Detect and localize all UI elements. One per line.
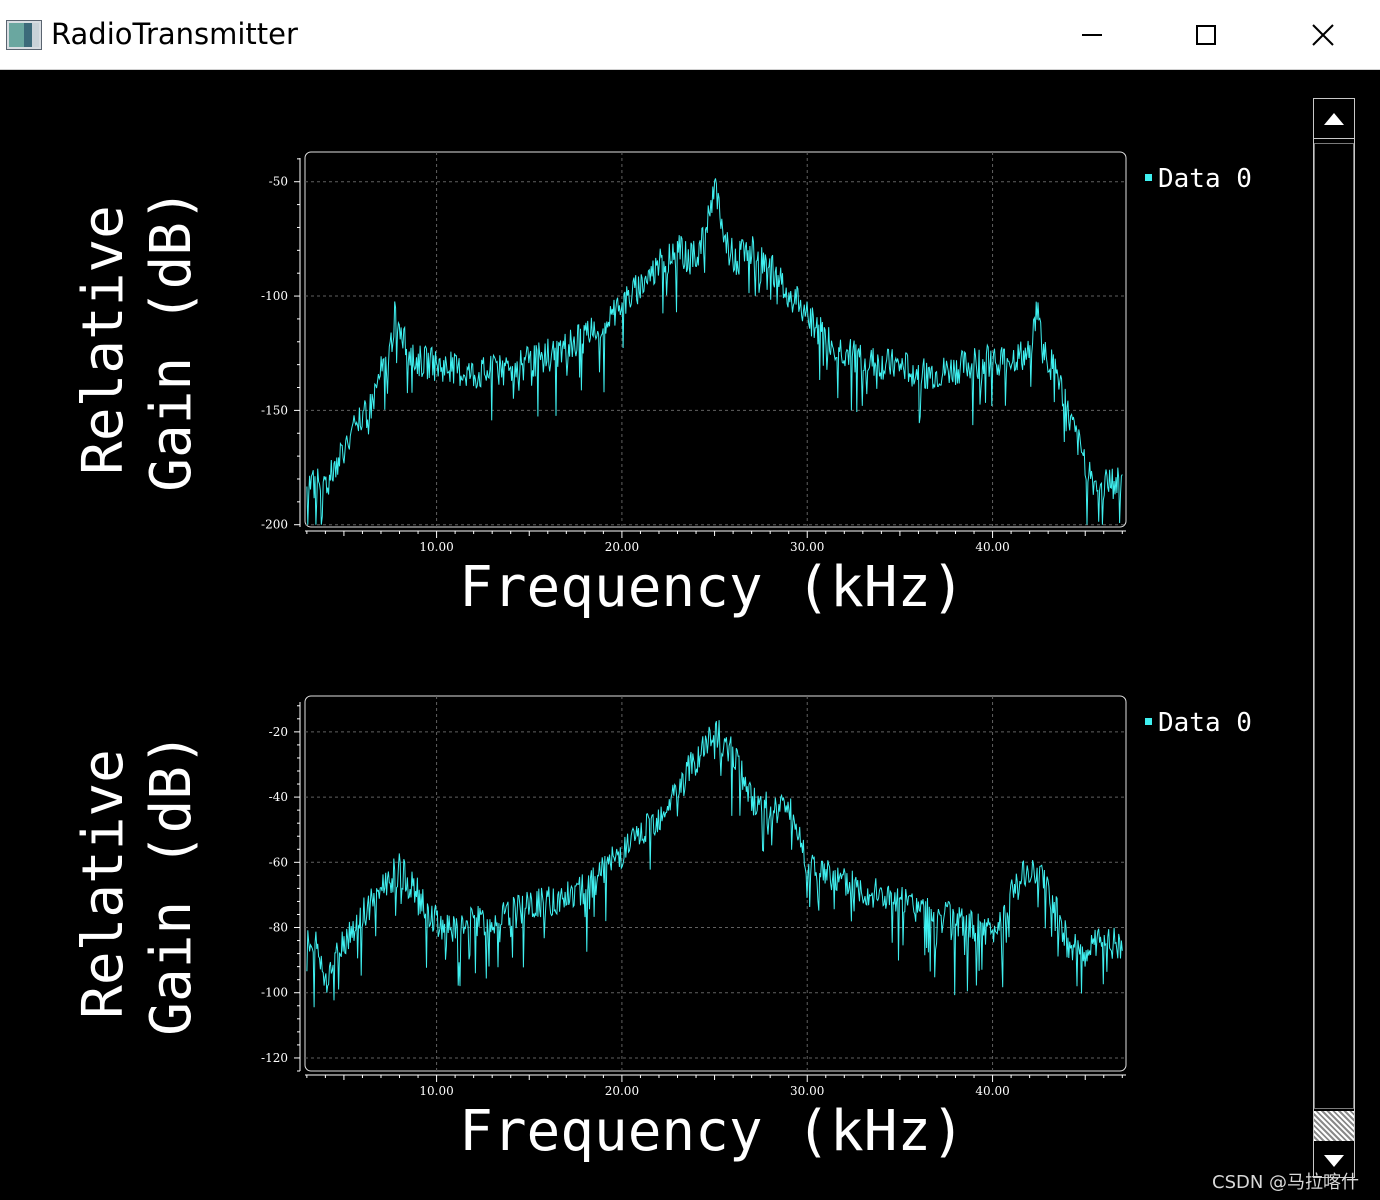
x-tick-label: 10.00 <box>419 1084 453 1098</box>
plot-2: -20 -40 -60 -80 -100 -120 10.00 20.00 30.00 40.00… <box>71 695 1252 1164</box>
y-axis-label-line-2: Gain (dB) <box>139 732 204 1035</box>
y-axis-label-line-1: Relative <box>71 205 136 475</box>
triangle-up-icon <box>1324 113 1344 125</box>
y-tick-label: -150 <box>261 403 288 417</box>
y-tick-label: -100 <box>261 289 288 303</box>
x-tick-label: 30.00 <box>790 540 824 554</box>
x-tick-label: 40.00 <box>975 1084 1009 1098</box>
y-tick-label: -20 <box>269 725 288 739</box>
series-line-data-0 <box>306 720 1123 1008</box>
triangle-down-icon <box>1324 1155 1344 1167</box>
maximize-button[interactable] <box>1148 0 1264 70</box>
y-tick-label: -60 <box>269 855 288 869</box>
x-axis-label: Frequency (kHz) <box>459 1099 965 1164</box>
y-tick-label: -120 <box>261 1051 288 1065</box>
y-axis-label-line-2: Gain (dB) <box>139 188 204 491</box>
y-tick-label: -80 <box>269 921 288 935</box>
maximize-icon <box>1196 25 1216 45</box>
y-axis-label: Relative Gain (dB) <box>71 188 204 491</box>
app-icon <box>6 20 42 50</box>
close-button[interactable] <box>1264 0 1380 70</box>
legend-swatch <box>1145 174 1152 181</box>
y-axis-label-line-1: Relative <box>71 749 136 1019</box>
y-tick-label: -50 <box>269 175 288 189</box>
y-tick-label: -100 <box>261 986 288 1000</box>
plot-frame <box>304 151 1127 528</box>
minimize-button[interactable] <box>1034 0 1150 70</box>
minimize-icon <box>1082 34 1102 36</box>
plot-area <box>0 70 1380 1200</box>
legend-label: Data 0 <box>1158 164 1252 194</box>
plot-frame <box>304 695 1127 1072</box>
window-title: RadioTransmitter <box>51 17 298 51</box>
x-tick-label: 10.00 <box>419 540 453 554</box>
x-tick-label: 40.00 <box>975 540 1009 554</box>
vertical-scrollbar[interactable] <box>1313 98 1355 1178</box>
series-line-data-0 <box>306 178 1123 525</box>
title-bar: RadioTransmitter <box>0 0 1380 70</box>
scroll-down-button[interactable] <box>1314 1143 1354 1177</box>
legend-swatch <box>1145 718 1152 725</box>
x-tick-label: 30.00 <box>790 1084 824 1098</box>
y-axis-label: Relative Gain (dB) <box>71 732 204 1035</box>
legend-label: Data 0 <box>1158 708 1252 738</box>
scroll-up-button[interactable] <box>1314 99 1354 139</box>
x-tick-label: 20.00 <box>605 1084 639 1098</box>
scroll-track[interactable] <box>1314 143 1354 1109</box>
y-tick-label: -40 <box>269 790 288 804</box>
watermark: CSDN @马拉喀什 <box>1212 1172 1360 1193</box>
y-tick-label: -200 <box>261 518 288 532</box>
close-icon <box>1312 24 1334 46</box>
x-tick-label: 20.00 <box>605 540 639 554</box>
x-axis-label: Frequency (kHz) <box>459 555 965 620</box>
scroll-thumb[interactable] <box>1314 1111 1354 1141</box>
plot-1: -50 -100 -150 -200 10.00 20.00 30.00 40.00 Frequ… <box>71 151 1252 620</box>
